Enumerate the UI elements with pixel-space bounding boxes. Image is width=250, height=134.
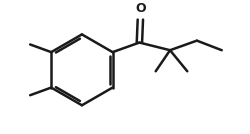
Text: O: O [135, 2, 146, 15]
